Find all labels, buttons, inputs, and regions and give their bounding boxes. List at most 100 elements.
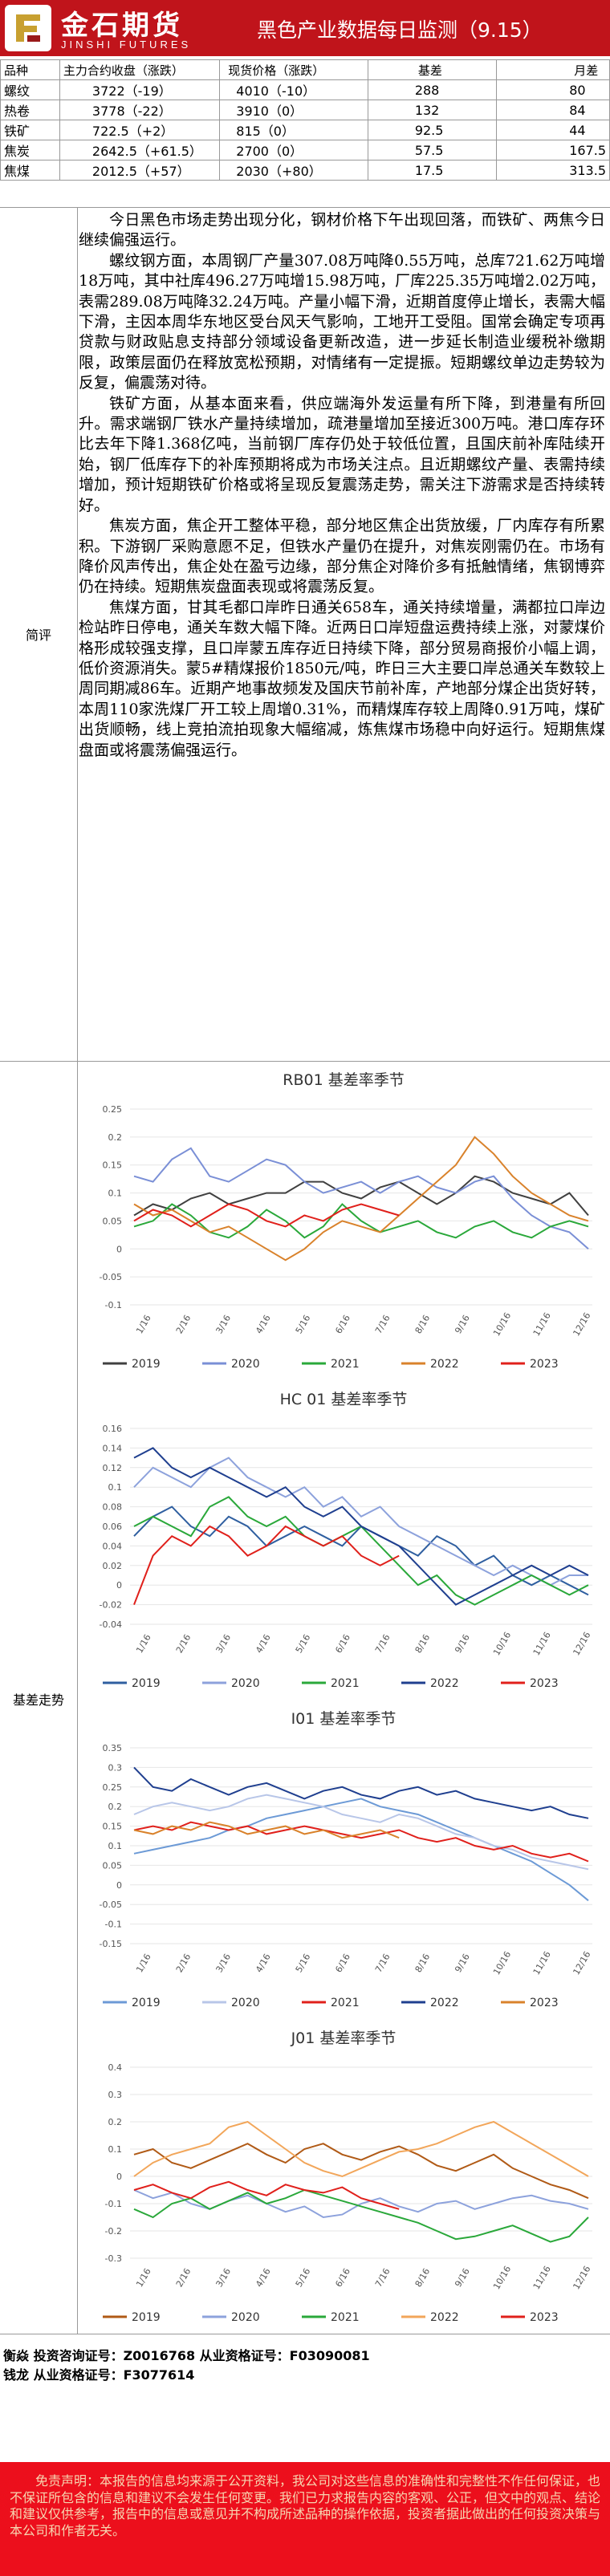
x-tick-label: 10/16 (491, 1310, 513, 1338)
table-cell: 焦煤 (0, 160, 60, 181)
x-tick-label: 2/16 (174, 2266, 193, 2289)
y-tick-label: -0.1 (105, 2199, 122, 2209)
x-tick-label: 2/16 (174, 1313, 193, 1335)
y-tick-label: 0.2 (108, 2117, 123, 2127)
x-tick-label: 5/16 (294, 1952, 313, 1974)
series-line (133, 1457, 588, 1587)
table-cell: 815（0） (219, 120, 368, 140)
legend-label: 2023 (530, 1997, 559, 2009)
commentary-paragraph: 今日黑色市场走势出现分化，钢材价格下午出现回落，而铁矿、两焦今日继续偏强运行。 (79, 211, 605, 250)
series-line (133, 1147, 589, 1250)
table-cell: 84 (496, 100, 610, 120)
y-tick-label: 0.3 (108, 2090, 123, 2100)
y-tick-label: 0.25 (103, 1782, 123, 1793)
table-cell: 132 (367, 100, 498, 120)
series-line (133, 1136, 589, 1262)
y-tick-label: -0.15 (100, 1939, 122, 1949)
table-cell: 2700（0） (219, 140, 368, 160)
x-tick-label: 3/16 (214, 1952, 233, 1974)
table-cell: 3722（-19） (59, 79, 221, 100)
legend-label: 2023 (530, 1677, 559, 1690)
analyst-contact-line: 衡焱 投资咨询证号：Z0016768 从业资格证号：F03090081 (3, 2348, 370, 2363)
y-tick-label: 0.14 (103, 1443, 123, 1453)
company-logo (5, 5, 51, 51)
legend-label: 2019 (132, 1358, 161, 1371)
y-tick-label: 0.35 (103, 1743, 123, 1753)
table-cell: 288 (367, 79, 498, 100)
table-cell: 焦炭 (0, 140, 60, 160)
table-cell: 3910（0） (219, 100, 368, 120)
table-cell: 167.5 (496, 140, 610, 160)
x-tick-label: 1/16 (134, 1313, 153, 1335)
x-tick-label: 10/16 (491, 1949, 513, 1977)
company-name-cn: 金石期货 (61, 10, 183, 42)
y-tick-label: -0.05 (100, 1272, 122, 1282)
y-tick-label: 0 (116, 1880, 122, 1891)
x-tick-label: 11/16 (531, 1630, 553, 1657)
x-tick-label: 7/16 (373, 2266, 392, 2289)
x-tick-label: 1/16 (134, 1632, 153, 1655)
y-tick-label: -0.05 (100, 1899, 122, 1910)
legend-label: 2021 (331, 2311, 360, 2324)
x-tick-label: 8/16 (413, 2266, 433, 2289)
y-tick-label: 0 (116, 2172, 122, 2182)
legend-label: 2023 (530, 1358, 559, 1371)
legend-label: 2019 (132, 2311, 161, 2324)
table-cell: 44 (496, 120, 610, 140)
commentary-paragraph: 螺纹钢方面，本周钢厂产量307.08万吨降0.55万吨，总库721.62万吨增1… (79, 251, 605, 392)
x-tick-label: 7/16 (373, 1952, 392, 1974)
x-tick-label: 11/16 (531, 1310, 553, 1338)
legend-label: 2021 (331, 1358, 360, 1371)
commentary-paragraph: 焦炭方面，焦企开工整体平稳，部分地区焦企出货放缓，厂内库存有所累积。下游钢厂采购… (79, 517, 605, 596)
y-tick-label: 0.2 (108, 1132, 123, 1143)
series-line (133, 2120, 589, 2178)
section-divider (0, 207, 610, 208)
y-tick-label: -0.04 (100, 1619, 122, 1630)
y-tick-label: 0.16 (103, 1424, 123, 1434)
x-tick-label: 11/16 (531, 2264, 553, 2291)
column-header: 品种 (0, 59, 60, 80)
table-row: 热卷 3778（-22） 3910（0） 132 84 (0, 100, 610, 120)
x-tick-label: 12/16 (571, 1310, 592, 1338)
y-tick-label: 0.3 (108, 1762, 123, 1773)
x-tick-label: 3/16 (214, 2266, 233, 2289)
legend-label: 2020 (231, 1677, 260, 1690)
chart-title: HC 01 基差率季节 (280, 1391, 408, 1408)
table-cell: 2012.5（+57） (59, 160, 221, 181)
x-tick-label: 4/16 (254, 2266, 273, 2289)
y-tick-label: 0 (116, 1244, 122, 1254)
analyst-contact-line: 钱龙 从业资格证号：F3077614 (3, 2367, 195, 2383)
series-line (133, 1821, 589, 1863)
x-tick-label: 6/16 (333, 1313, 352, 1335)
table-cell: 17.5 (367, 160, 498, 181)
series-line (133, 1798, 589, 1902)
y-tick-label: 0.1 (108, 1841, 123, 1851)
legend-label: 2022 (430, 1997, 459, 2009)
page-title: 黑色产业数据每日监测（9.15） (257, 18, 543, 42)
analyst-contacts: 衡焱 投资咨询证号：Z0016768 从业资格证号：F03090081 钱龙 从… (3, 2346, 370, 2385)
x-tick-label: 3/16 (214, 1313, 233, 1335)
x-tick-label: 6/16 (333, 1952, 352, 1974)
legend-label: 2022 (430, 2311, 459, 2324)
table-row: 焦炭 2642.5（+61.5） 2700（0） 57.5 167.5 (0, 140, 610, 160)
y-tick-label: -0.1 (105, 1920, 122, 1930)
header-banner: 金石期货 JINSHI FUTURES 黑色产业数据每日监测（9.15） (0, 0, 610, 56)
x-tick-label: 7/16 (373, 1632, 392, 1655)
x-tick-label: 5/16 (294, 1632, 313, 1655)
commentary-label: 简评 (25, 628, 51, 643)
table-header-row: 品种 主力合约收盘（涨跌） 现货价格（涨跌） 基差 月差 (0, 59, 610, 80)
disclaimer: 免责声明：本报告的信息均来源于公开资料，我公司对这些信息的准确性和完整性不作任何… (0, 2462, 610, 2576)
y-tick-label: 0.15 (103, 1822, 123, 1832)
chart-title: I01 基差率季节 (291, 1710, 396, 1728)
table-row: 螺纹 3722（-19） 4010（-10） 288 80 (0, 79, 610, 100)
chart-title: RB01 基差率季节 (283, 1071, 404, 1089)
series-line (133, 1766, 589, 1819)
chart-title: J01 基差率季节 (291, 2030, 396, 2047)
x-tick-label: 1/16 (134, 2266, 153, 2289)
legend-label: 2020 (231, 1358, 260, 1371)
x-tick-label: 5/16 (294, 2266, 313, 2289)
y-tick-label: 0.12 (103, 1463, 123, 1473)
commentary-paragraph: 铁矿方面，从基本面来看，供应端海外发运量有所下降，到港量有所回升。需求端钢厂铁水… (79, 394, 605, 514)
series-line (133, 1794, 589, 1871)
legend-label: 2022 (430, 1677, 459, 1690)
